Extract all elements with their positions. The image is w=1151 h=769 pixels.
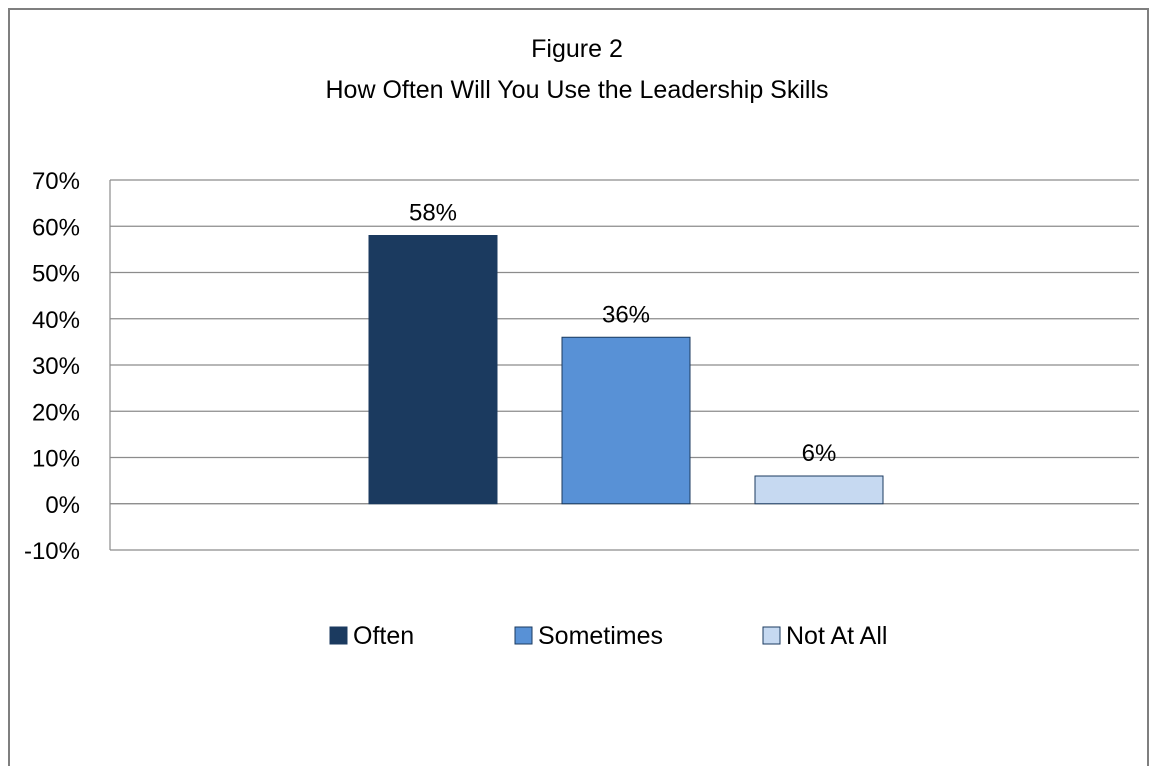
legend-label: Not At All xyxy=(786,622,887,650)
y-tick-label: 40% xyxy=(32,307,80,334)
y-tick-label: 10% xyxy=(32,446,80,473)
bar-sometimes xyxy=(561,336,691,505)
y-axis-ticks: 70% 60% 50% 40% 30% 20% 10% 0% -10% xyxy=(24,168,80,565)
data-label: 58% xyxy=(409,200,457,227)
legend-label: Sometimes xyxy=(538,622,663,650)
bars xyxy=(368,235,884,505)
y-tick-label: 60% xyxy=(32,214,80,241)
bar-not-at-all xyxy=(754,475,884,505)
y-tick-label: 50% xyxy=(32,261,80,288)
data-label: 6% xyxy=(802,440,837,467)
data-labels: 58% 36% 6% xyxy=(409,200,836,468)
legend: Often Sometimes Not At All xyxy=(329,622,887,650)
bar-often xyxy=(368,235,498,505)
y-tick-label: 70% xyxy=(32,168,80,195)
legend-swatch xyxy=(514,626,533,645)
chart-subtitle: How Often Will You Use the Leadership Sk… xyxy=(325,76,828,104)
y-tick-label: 20% xyxy=(32,399,80,426)
data-label: 36% xyxy=(602,301,650,328)
y-tick-label: 0% xyxy=(45,492,80,519)
gridlines xyxy=(109,179,1139,551)
y-tick-label: -10% xyxy=(24,538,80,565)
legend-swatch xyxy=(762,626,781,645)
chart-title: Figure 2 xyxy=(531,35,623,63)
legend-label: Often xyxy=(353,622,414,650)
y-tick-label: 30% xyxy=(32,353,80,380)
legend-swatch xyxy=(329,626,348,645)
